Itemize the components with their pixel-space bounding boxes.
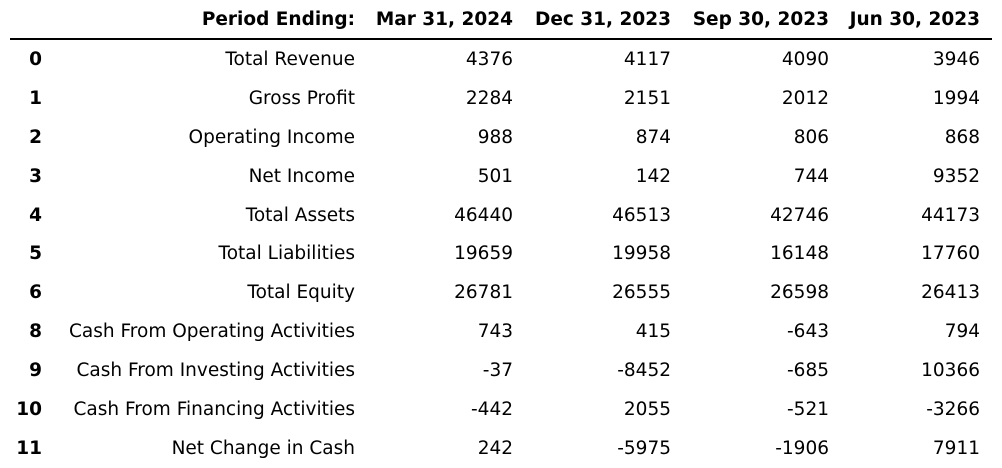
value-cell: 26555	[612, 282, 671, 304]
row-index: 9	[29, 360, 42, 382]
row-label: Operating Income	[188, 126, 355, 148]
value-cell: 242	[477, 437, 513, 459]
value-cell: -8452	[617, 360, 671, 382]
row-index: 10	[16, 398, 42, 420]
value-cell: 806	[793, 126, 829, 148]
column-header: Mar 31, 2024	[375, 8, 513, 30]
period-ending-label: Period Ending:	[201, 8, 355, 30]
table-row: 4 Total Assets 46440 46513 42746 44173	[10, 196, 992, 235]
table-row: 6 Total Equity 26781 26555 26598 26413	[10, 273, 992, 312]
value-cell: 26781	[454, 282, 513, 304]
row-label: Gross Profit	[248, 87, 355, 109]
value-cell: 794	[944, 321, 980, 343]
value-cell: 142	[635, 165, 671, 187]
row-index: 11	[16, 437, 42, 459]
row-index: 8	[29, 321, 42, 343]
row-label: Cash From Investing Activities	[76, 360, 355, 382]
value-cell: 744	[793, 165, 829, 187]
value-cell: 501	[477, 165, 513, 187]
row-label: Cash From Operating Activities	[69, 321, 355, 343]
table-header: Period Ending: Mar 31, 2024 Dec 31, 2023…	[10, 0, 992, 40]
value-cell: 4117	[623, 48, 671, 70]
row-label: Net Income	[248, 165, 355, 187]
row-label: Total Assets	[245, 204, 355, 226]
table-row: 10 Cash From Financing Activities -442 2…	[10, 390, 992, 429]
table-row: 11 Net Change in Cash 242 -5975 -1906 79…	[10, 429, 992, 468]
row-label: Total Liabilities	[218, 243, 355, 265]
row-index: 2	[29, 126, 42, 148]
value-cell: 16148	[770, 243, 829, 265]
table-row: 9 Cash From Investing Activities -37 -84…	[10, 351, 992, 390]
table-row: 3 Net Income 501 142 744 9352	[10, 157, 992, 196]
value-cell: 44173	[921, 204, 980, 226]
value-cell: -521	[787, 398, 829, 420]
table-row: 0 Total Revenue 4376 4117 4090 3946	[10, 40, 992, 79]
value-cell: 2151	[623, 87, 671, 109]
row-label: Net Change in Cash	[171, 437, 355, 459]
column-header: Jun 30, 2023	[849, 8, 980, 30]
value-cell: -442	[471, 398, 513, 420]
value-cell: 4090	[781, 48, 829, 70]
table-row: 2 Operating Income 988 874 806 868	[10, 118, 992, 157]
row-index: 1	[29, 87, 42, 109]
row-index: 4	[29, 204, 42, 226]
row-index: 0	[29, 48, 42, 70]
value-cell: 1994	[932, 87, 980, 109]
value-cell: 415	[635, 321, 671, 343]
value-cell: 46513	[612, 204, 671, 226]
value-cell: -685	[787, 360, 829, 382]
row-index: 3	[29, 165, 42, 187]
value-cell: 868	[944, 126, 980, 148]
value-cell: -37	[482, 360, 513, 382]
value-cell: 2055	[623, 398, 671, 420]
value-cell: -5975	[617, 437, 671, 459]
value-cell: -1906	[775, 437, 829, 459]
value-cell: 42746	[770, 204, 829, 226]
value-cell: 4376	[465, 48, 513, 70]
table-row: 5 Total Liabilities 19659 19958 16148 17…	[10, 234, 992, 273]
value-cell: 9352	[932, 165, 980, 187]
value-cell: -3266	[926, 398, 980, 420]
column-header: Dec 31, 2023	[534, 8, 671, 30]
value-cell: 7911	[932, 437, 980, 459]
table-row: 8 Cash From Operating Activities 743 415…	[10, 312, 992, 351]
row-label: Cash From Financing Activities	[73, 398, 356, 420]
value-cell: 19958	[612, 243, 671, 265]
value-cell: 26598	[770, 282, 829, 304]
table-row: 1 Gross Profit 2284 2151 2012 1994	[10, 79, 992, 118]
value-cell: 988	[477, 126, 513, 148]
value-cell: 17760	[921, 243, 980, 265]
financial-table: Period Ending: Mar 31, 2024 Dec 31, 2023…	[10, 0, 992, 468]
value-cell: 10366	[921, 360, 980, 382]
value-cell: 2012	[781, 87, 829, 109]
value-cell: 2284	[465, 87, 513, 109]
row-index: 5	[29, 243, 42, 265]
value-cell: 26413	[921, 282, 980, 304]
row-label: Total Revenue	[225, 48, 355, 70]
value-cell: 743	[477, 321, 513, 343]
column-header: Sep 30, 2023	[692, 8, 829, 30]
value-cell: 874	[635, 126, 671, 148]
value-cell: 46440	[454, 204, 513, 226]
value-cell: -643	[787, 321, 829, 343]
value-cell: 19659	[454, 243, 513, 265]
row-label: Total Equity	[247, 282, 355, 304]
row-index: 6	[29, 282, 42, 304]
value-cell: 3946	[932, 48, 980, 70]
